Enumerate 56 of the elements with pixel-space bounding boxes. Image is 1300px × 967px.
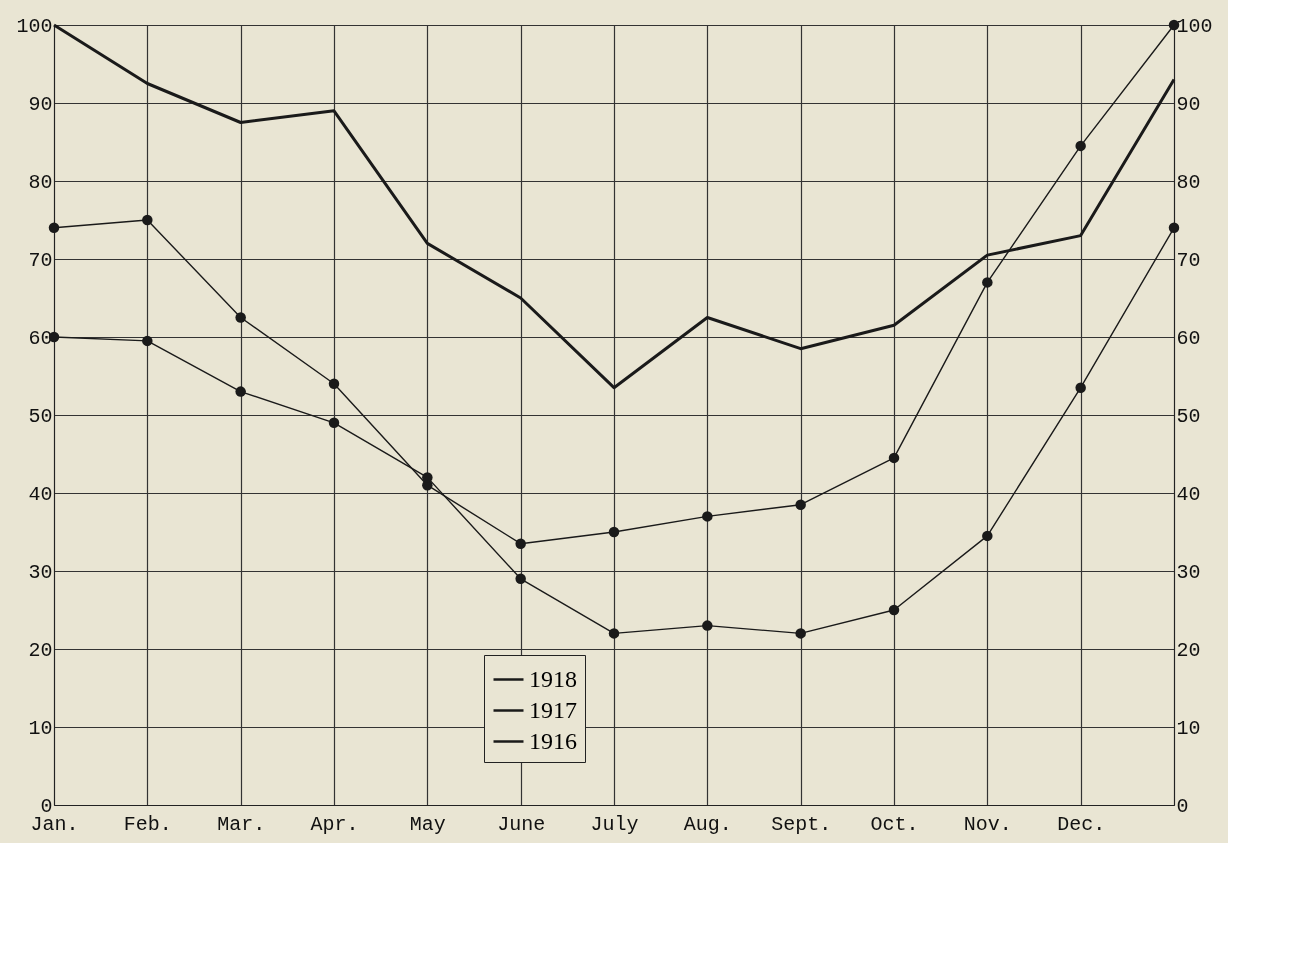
x-tick-label: Nov. xyxy=(963,812,1012,836)
point xyxy=(328,378,340,390)
y2-tick-label: 40 xyxy=(1176,482,1201,506)
y2-tick-label: 60 xyxy=(1176,326,1201,350)
x-tick-label: Oct. xyxy=(870,812,919,836)
x-tick-label: Aug. xyxy=(683,812,732,836)
x-tick-label: June xyxy=(497,812,546,836)
y-tick-label: 70 xyxy=(28,248,53,272)
legend-label: 1917 xyxy=(529,696,577,723)
y-tick-label: 10 xyxy=(28,716,53,740)
x-tick-label: July xyxy=(590,812,639,836)
y2-tick-label: 90 xyxy=(1176,92,1201,116)
point xyxy=(982,277,993,288)
y2-tick-label: 10 xyxy=(1176,716,1201,740)
y-tick-label: 50 xyxy=(28,404,53,428)
y-tick-label: 100 xyxy=(16,14,53,38)
y2-tick-label: 0 xyxy=(1176,794,1189,818)
y2-tick-label: 50 xyxy=(1176,404,1201,428)
y2-tick-label: 30 xyxy=(1176,560,1201,584)
point xyxy=(515,573,526,585)
y-tick-label: 30 xyxy=(28,560,53,584)
point xyxy=(702,620,713,631)
y-tick-label: 90 xyxy=(28,92,53,116)
x-tick-label: Mar. xyxy=(217,812,266,836)
point xyxy=(142,335,153,347)
legend-label: 1918 xyxy=(529,665,577,692)
x-tick-label: May xyxy=(409,812,446,836)
x-tick-label: Apr. xyxy=(310,812,359,836)
point xyxy=(795,499,806,510)
y-tick-label: 80 xyxy=(28,170,53,194)
point xyxy=(1168,222,1180,234)
point xyxy=(48,222,60,234)
point xyxy=(702,511,713,522)
point xyxy=(1075,140,1086,152)
y-tick-label: 40 xyxy=(28,482,53,506)
point xyxy=(142,214,153,226)
point xyxy=(235,312,246,323)
y2-tick-label: 20 xyxy=(1176,638,1201,662)
point xyxy=(608,628,620,639)
x-tick-label: Sept. xyxy=(771,812,832,836)
x-tick-label: Feb. xyxy=(123,812,172,836)
point xyxy=(982,530,993,542)
point xyxy=(795,628,806,639)
legend-label: 1916 xyxy=(529,727,577,754)
point xyxy=(235,386,246,397)
y2-tick-label: 80 xyxy=(1176,170,1201,194)
x-tick-label: Dec. xyxy=(1057,812,1106,836)
y-tick-label: 20 xyxy=(28,638,53,662)
point xyxy=(888,452,900,464)
point xyxy=(328,417,340,429)
point xyxy=(608,526,620,538)
point xyxy=(888,604,900,616)
y2-tick-label: 70 xyxy=(1176,248,1201,272)
point xyxy=(515,538,526,549)
y2-tick-label: 100 xyxy=(1176,14,1213,38)
point xyxy=(1075,382,1086,393)
